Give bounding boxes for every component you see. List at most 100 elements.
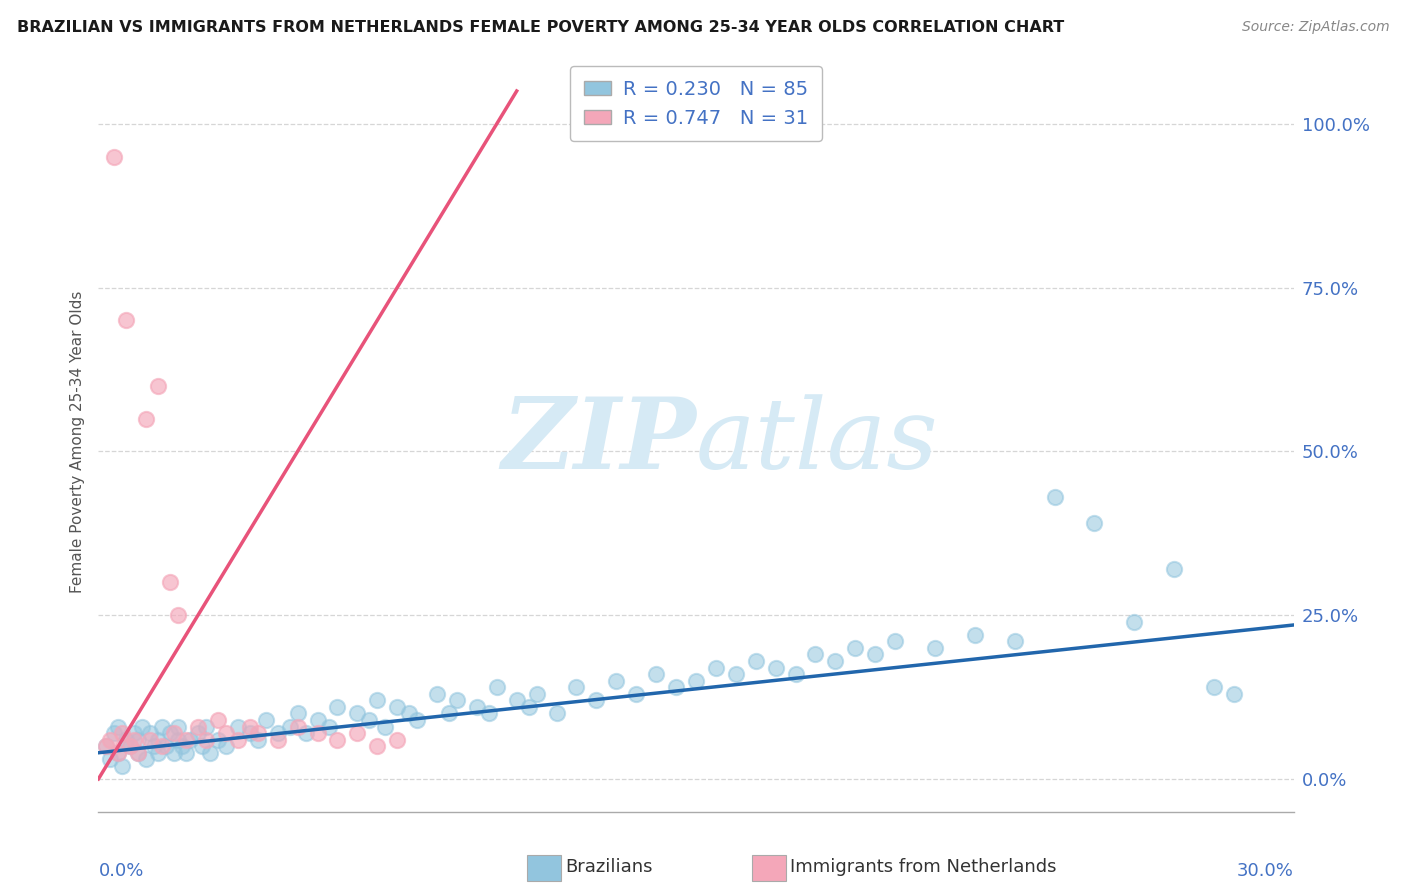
Point bbox=[844, 640, 866, 655]
Point bbox=[226, 732, 249, 747]
Point bbox=[374, 720, 396, 734]
Point bbox=[98, 752, 122, 766]
Point bbox=[326, 699, 349, 714]
Point bbox=[127, 746, 149, 760]
Point bbox=[195, 732, 218, 747]
Point bbox=[167, 720, 190, 734]
Point bbox=[207, 713, 229, 727]
Point bbox=[179, 732, 201, 747]
Point bbox=[124, 732, 146, 747]
Point bbox=[287, 720, 309, 734]
Text: Immigrants from Netherlands: Immigrants from Netherlands bbox=[790, 858, 1057, 876]
Point bbox=[107, 746, 129, 760]
Point bbox=[239, 720, 262, 734]
Point bbox=[437, 706, 460, 721]
Text: Brazilians: Brazilians bbox=[565, 858, 652, 876]
Point bbox=[824, 654, 846, 668]
Point bbox=[124, 726, 146, 740]
Text: ZIP: ZIP bbox=[501, 393, 696, 490]
Point bbox=[865, 648, 887, 662]
Point bbox=[626, 687, 648, 701]
Point bbox=[1083, 516, 1105, 531]
Point bbox=[318, 720, 340, 734]
Point bbox=[1202, 680, 1225, 694]
Point bbox=[1163, 562, 1185, 576]
Point bbox=[385, 699, 409, 714]
Point bbox=[1123, 615, 1146, 629]
Point bbox=[174, 746, 197, 760]
Point bbox=[148, 746, 170, 760]
Point bbox=[685, 673, 707, 688]
Point bbox=[506, 693, 529, 707]
Point bbox=[174, 732, 197, 747]
Point bbox=[246, 726, 269, 740]
Point bbox=[287, 706, 309, 721]
Point bbox=[724, 667, 747, 681]
Point bbox=[307, 713, 329, 727]
Point bbox=[745, 654, 768, 668]
Point bbox=[198, 746, 221, 760]
Point bbox=[465, 699, 488, 714]
Point bbox=[267, 726, 290, 740]
Text: Source: ZipAtlas.com: Source: ZipAtlas.com bbox=[1241, 20, 1389, 34]
Legend: R = 0.230   N = 85, R = 0.747   N = 31: R = 0.230 N = 85, R = 0.747 N = 31 bbox=[571, 66, 821, 141]
Point bbox=[187, 726, 209, 740]
Point bbox=[924, 640, 946, 655]
Text: atlas: atlas bbox=[696, 394, 939, 489]
Point bbox=[107, 720, 129, 734]
Point bbox=[246, 732, 269, 747]
Text: BRAZILIAN VS IMMIGRANTS FROM NETHERLANDS FEMALE POVERTY AMONG 25-34 YEAR OLDS CO: BRAZILIAN VS IMMIGRANTS FROM NETHERLANDS… bbox=[17, 20, 1064, 35]
Point bbox=[150, 720, 173, 734]
Point bbox=[605, 673, 627, 688]
Point bbox=[143, 739, 166, 754]
Point bbox=[96, 739, 118, 754]
Point bbox=[172, 739, 194, 754]
Point bbox=[226, 720, 249, 734]
Point bbox=[150, 739, 173, 754]
Point bbox=[127, 732, 149, 747]
Point bbox=[135, 752, 157, 766]
Point bbox=[239, 726, 262, 740]
Point bbox=[131, 720, 153, 734]
Point bbox=[103, 149, 125, 163]
Point bbox=[215, 739, 238, 754]
Point bbox=[195, 720, 218, 734]
Text: 30.0%: 30.0% bbox=[1237, 862, 1294, 880]
Point bbox=[346, 726, 368, 740]
Point bbox=[785, 667, 807, 681]
Point bbox=[139, 732, 162, 747]
Y-axis label: Female Poverty Among 25-34 Year Olds: Female Poverty Among 25-34 Year Olds bbox=[69, 291, 84, 592]
Point bbox=[884, 634, 907, 648]
Point bbox=[346, 706, 368, 721]
Point bbox=[446, 693, 468, 707]
Point bbox=[366, 739, 388, 754]
Text: 0.0%: 0.0% bbox=[98, 862, 143, 880]
Point bbox=[294, 726, 316, 740]
Point bbox=[159, 575, 181, 590]
Point bbox=[120, 739, 142, 754]
Point bbox=[148, 732, 170, 747]
Point bbox=[398, 706, 420, 721]
Point bbox=[163, 726, 186, 740]
Point bbox=[526, 687, 548, 701]
Point bbox=[215, 726, 238, 740]
Point bbox=[546, 706, 568, 721]
Point bbox=[98, 732, 122, 747]
Point bbox=[127, 746, 149, 760]
Point bbox=[107, 746, 129, 760]
Point bbox=[665, 680, 688, 694]
Point bbox=[163, 746, 186, 760]
Point bbox=[704, 660, 727, 674]
Point bbox=[385, 732, 409, 747]
Point bbox=[963, 628, 986, 642]
Point bbox=[359, 713, 381, 727]
Point bbox=[585, 693, 607, 707]
Point bbox=[120, 739, 142, 754]
Point bbox=[103, 726, 125, 740]
Point bbox=[207, 732, 229, 747]
Point bbox=[191, 739, 214, 754]
Point bbox=[135, 411, 157, 425]
Point bbox=[1223, 687, 1246, 701]
Point bbox=[159, 726, 181, 740]
Point bbox=[167, 608, 190, 623]
